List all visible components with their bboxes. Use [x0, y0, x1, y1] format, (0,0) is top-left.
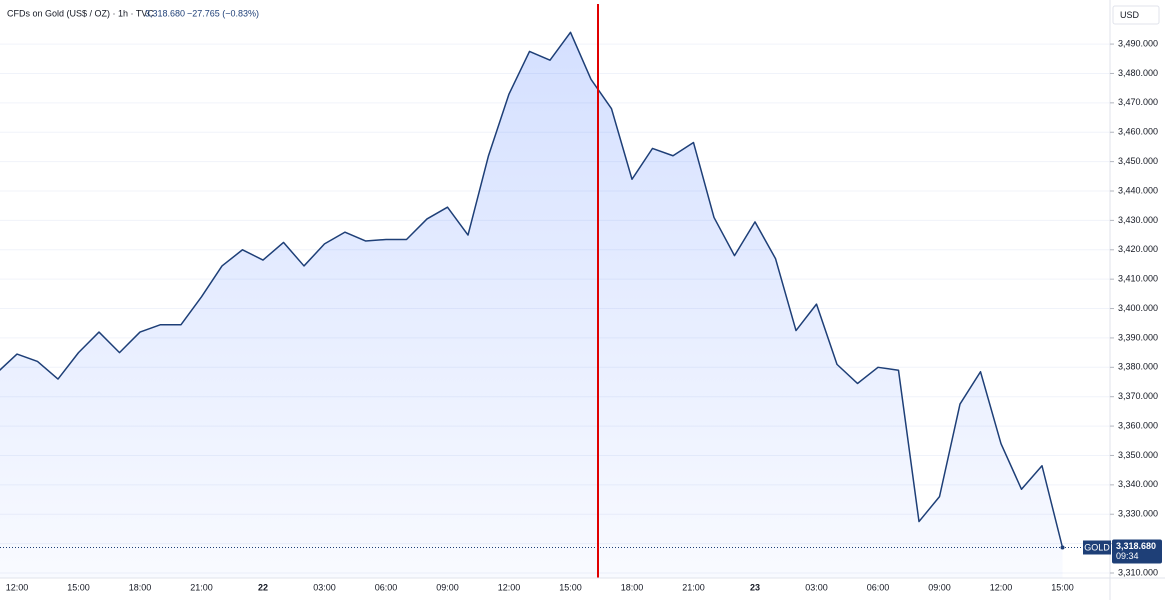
x-tick-label: 06:00	[375, 582, 398, 592]
x-tick-label: 15:00	[67, 582, 90, 592]
currency-box[interactable]	[1112, 5, 1160, 25]
x-tick-label: 18:00	[129, 582, 152, 592]
price-badge	[1112, 539, 1162, 564]
y-tick-label: 3,420.000	[1118, 244, 1158, 254]
x-tick-label: 21:00	[682, 582, 705, 592]
price-badge-countdown: 09:34	[1116, 551, 1139, 561]
x-tick-label: 03:00	[805, 582, 828, 592]
y-tick-label: 3,430.000	[1118, 215, 1158, 225]
x-tick-label: 09:00	[436, 582, 459, 592]
y-tick-label: 3,490.000	[1118, 38, 1158, 48]
symbol-badge-label: GOLD	[1084, 542, 1110, 552]
price-line	[0, 31, 1064, 548]
y-tick-label: 3,440.000	[1118, 185, 1158, 195]
y-tick-label: 3,470.000	[1118, 97, 1158, 107]
x-tick-label: 18:00	[621, 582, 644, 592]
y-tick-label: 3,330.000	[1118, 509, 1158, 519]
y-tick-label: 3,310.000	[1118, 567, 1158, 577]
last-point	[1060, 545, 1065, 550]
x-tick-label: 15:00	[1051, 582, 1074, 592]
y-tick-label: 3,480.000	[1118, 68, 1158, 78]
y-tick-label: 3,350.000	[1118, 450, 1158, 460]
y-tick-label: 3,410.000	[1118, 274, 1158, 284]
y-tick-label: 3,370.000	[1118, 391, 1158, 401]
axes: 3,310.0003,320.0003,330.0003,340.0003,35…	[6, 38, 1162, 592]
x-tick-label: 03:00	[313, 582, 336, 592]
x-tick-label: 23	[750, 582, 760, 592]
x-tick-label: 15:00	[559, 582, 582, 592]
x-tick-label: 12:00	[990, 582, 1013, 592]
x-tick-label: 12:00	[6, 582, 29, 592]
y-tick-label: 3,450.000	[1118, 156, 1158, 166]
price-badge-value: 3,318.680	[1116, 541, 1156, 551]
symbol-title: CFDs on Gold (US$ / OZ) · 1h · TVC	[7, 8, 154, 18]
y-tick-label: 3,380.000	[1118, 362, 1158, 372]
y-tick-label: 3,460.000	[1118, 127, 1158, 137]
currency: USD	[1120, 10, 1140, 20]
y-tick-label: 3,390.000	[1118, 332, 1158, 342]
x-tick-label: 06:00	[867, 582, 890, 592]
price-change: −27.765 (−0.83%)	[187, 8, 259, 18]
y-tick-label: 3,400.000	[1118, 303, 1158, 313]
x-tick-label: 12:00	[498, 582, 521, 592]
y-tick-label: 3,360.000	[1118, 420, 1158, 430]
symbol-badge	[1083, 540, 1111, 555]
last-price: 3,318.680	[145, 8, 185, 18]
x-tick-label: 22	[258, 582, 268, 592]
area-fill	[0, 32, 1063, 578]
plot-area	[0, 31, 1110, 578]
y-tick-label: 3,340.000	[1118, 479, 1158, 489]
x-tick-label: 21:00	[190, 582, 213, 592]
x-tick-label: 09:00	[928, 582, 951, 592]
